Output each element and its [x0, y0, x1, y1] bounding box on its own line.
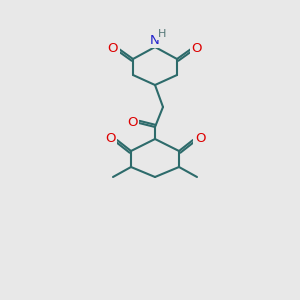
Text: O: O — [105, 133, 115, 146]
Text: O: O — [195, 133, 205, 146]
Text: O: O — [192, 41, 202, 55]
Text: O: O — [127, 116, 137, 128]
Text: O: O — [108, 41, 118, 55]
Text: H: H — [158, 29, 166, 39]
Text: N: N — [150, 34, 160, 46]
